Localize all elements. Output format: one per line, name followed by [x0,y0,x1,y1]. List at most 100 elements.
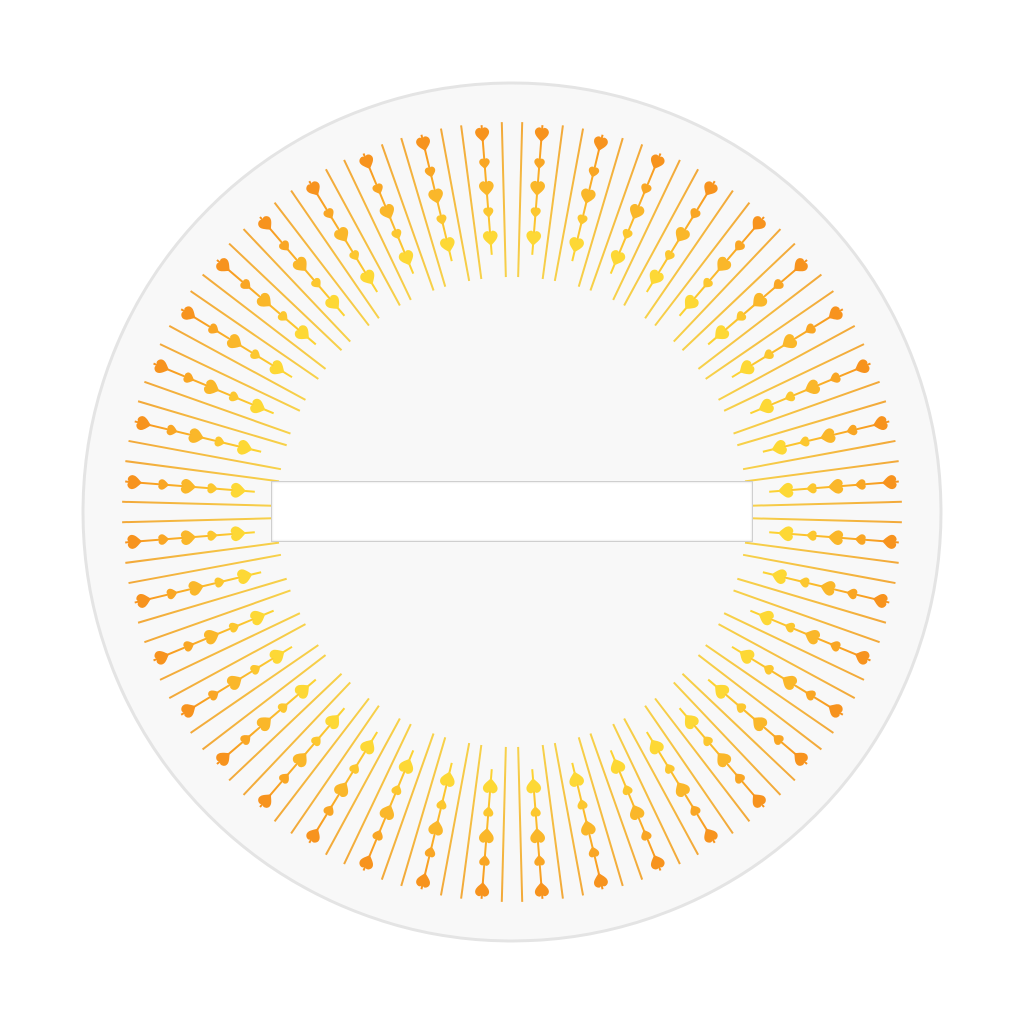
ray-line [128,553,282,585]
heart-icon [735,240,745,251]
heart-icon [279,773,289,784]
ray-line [673,681,782,796]
ray-line [168,325,306,401]
heart-icon [771,440,787,455]
heart-ray [306,180,379,293]
heart-icon [216,258,230,272]
ray-line [190,290,319,380]
heart-icon [569,237,584,253]
heart-icon [230,482,247,498]
ray-line [190,644,319,734]
ray-line [612,159,681,301]
heart-icon [158,534,170,545]
heart-icon [237,569,253,584]
heart-icon [258,216,272,230]
heart-icon [230,526,247,542]
heart-icon [684,294,699,310]
heart-icon [530,207,541,218]
ray-line [228,242,343,351]
ray-line [553,742,585,896]
heart-icon [349,250,359,261]
ray-line [681,673,796,782]
heart-icon [359,854,374,870]
ray-line [343,159,412,301]
heart-icon [650,854,665,870]
heart-icon [714,684,730,699]
heart-icon [207,483,218,494]
heart-icon [610,758,626,774]
heart-ray [475,125,498,255]
ray-line [612,723,681,865]
ray-line [654,697,751,823]
heart-icon [360,739,375,755]
heart-icon [277,311,288,321]
ray-line [380,733,435,880]
heart-icon [530,827,545,844]
heart-icon [805,323,816,334]
heart-icon [360,269,375,285]
heart-icon [752,794,766,808]
heart-ray [569,762,608,890]
heart-icon [479,180,494,197]
ray-line [697,273,823,370]
heart-icon [569,771,584,787]
heart-icon [416,136,430,152]
ray-line [644,190,734,319]
heart-icon [181,306,196,320]
text-field[interactable] [271,481,753,542]
heart-icon [827,479,844,494]
heart-icon [773,735,784,745]
heart-icon [379,203,394,220]
heart-icon [665,763,675,774]
heart-icon [214,577,226,588]
heart-icon [482,777,498,794]
heart-icon [819,581,836,596]
heart-icon [372,183,383,195]
heart-icon [479,854,490,866]
heart-icon [777,482,794,498]
heart-icon [781,675,798,690]
heart-icon [758,398,774,414]
heart-icon [829,372,841,383]
heart-icon [207,530,218,541]
heart-ray [134,416,262,455]
ray-line [125,460,280,483]
heart-icon [325,294,340,310]
heart-icon [256,292,272,307]
heart-icon [398,758,414,774]
ray-line [644,705,734,834]
heart-icon [717,752,732,768]
heart-ray [707,678,808,766]
heart-icon [203,379,220,394]
ray-line [137,400,287,447]
heart-icon [588,166,600,178]
heart-ray [645,180,718,293]
heart-icon [154,650,170,665]
ray-line [343,723,412,865]
heart-icon [588,846,600,858]
heart-icon [690,805,701,816]
heart-icon [530,180,545,197]
heart-icon [781,334,798,349]
heart-icon [854,534,866,545]
heart-ray [569,134,608,262]
heart-icon [428,188,443,205]
heart-icon [279,240,289,251]
heart-icon [334,781,349,798]
ray-line [681,242,796,351]
ray-line [723,612,865,681]
ray-line [290,190,380,319]
heart-icon [398,250,414,266]
ray-line [623,168,699,306]
heart-icon [428,819,443,836]
heart-icon [306,181,320,196]
heart-ray [416,762,455,890]
heart-icon [269,649,285,664]
heart-icon [372,829,383,841]
heart-icon [881,534,897,549]
heart-icon [804,630,821,645]
ray-line [673,228,782,343]
heart-icon [872,594,888,608]
heart-icon [188,581,205,596]
ray-line [460,125,483,280]
